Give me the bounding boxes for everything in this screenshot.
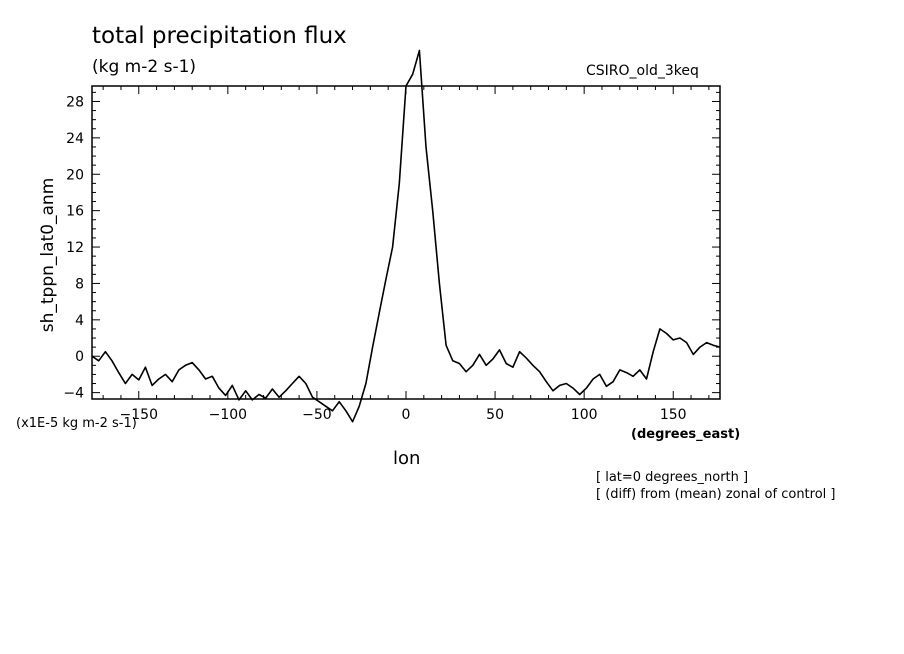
x-tick-label: 100: [571, 407, 598, 423]
model-label: CSIRO_old_3keq: [586, 63, 699, 79]
y-tick-label: 12: [66, 240, 84, 256]
data-series-line: [91, 49, 721, 423]
y-tick-label: 4: [75, 313, 84, 329]
y-tick-label: 16: [66, 204, 84, 220]
x-tick-label: 50: [486, 407, 504, 423]
y-tick-label: 28: [66, 94, 84, 110]
y-axis-units: (x1E-5 kg m-2 s-1): [16, 416, 137, 431]
chart-title: total precipitation flux: [92, 23, 347, 49]
annotation-latitude: [ lat=0 degrees_north ]: [596, 470, 749, 485]
y-tick-label: −4: [63, 386, 84, 402]
y-tick-label: 8: [75, 276, 84, 292]
x-tick-label: 150: [660, 407, 687, 423]
x-axis-units: (degrees_east): [631, 427, 741, 442]
y-tick-label: 0: [75, 349, 84, 365]
x-tick-label: −150: [120, 407, 158, 423]
chart-subtitle-units: (kg m-2 s-1): [92, 57, 197, 77]
plot-frame: [91, 85, 721, 400]
y-tick-label: 24: [66, 131, 84, 147]
x-axis-label: lon: [393, 448, 421, 469]
x-tick-label: −50: [302, 407, 332, 423]
annotation-difference: [ (diff) from (mean) zonal of control ]: [596, 487, 836, 502]
y-tick-label: 20: [66, 167, 84, 183]
x-tick-label: −100: [209, 407, 247, 423]
x-tick-label: 0: [402, 407, 411, 423]
